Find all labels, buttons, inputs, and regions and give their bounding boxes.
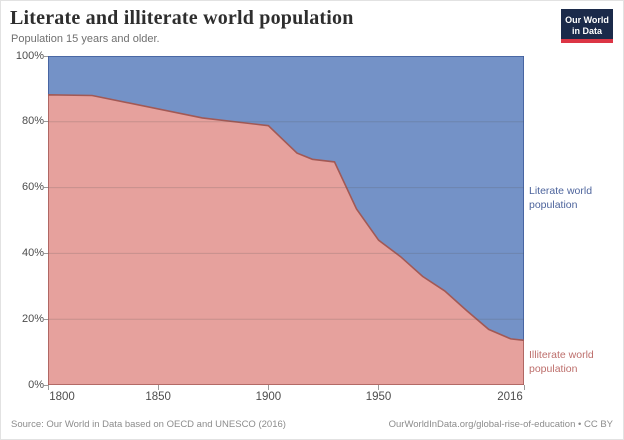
y-axis-label: 60% xyxy=(21,181,44,194)
page-title: Literate and illiterate world population xyxy=(10,7,354,29)
y-axis-tick xyxy=(44,121,48,123)
chart-subtitle: Population 15 years and older. xyxy=(11,33,160,45)
legend-label-literate[interactable]: Literate world population xyxy=(529,185,593,211)
x-axis-label: 1900 xyxy=(255,391,282,403)
x-axis-tick xyxy=(523,385,525,390)
y-axis-tick xyxy=(44,187,48,189)
owid-logo-stripe xyxy=(561,39,613,43)
y-axis-label: 40% xyxy=(21,246,44,259)
x-axis-tick xyxy=(47,385,49,390)
x-axis-label: 1800 xyxy=(49,391,75,403)
y-axis-tick xyxy=(44,318,48,320)
x-axis-label: 2016 xyxy=(497,391,523,403)
legend-label-illiterate[interactable]: Illiterate world population xyxy=(529,349,594,375)
y-axis-label: 80% xyxy=(21,115,44,128)
y-axis-label: 100% xyxy=(15,49,44,62)
y-axis-tick xyxy=(44,55,48,57)
y-axis-tick xyxy=(44,252,48,254)
x-axis-tick xyxy=(157,385,159,390)
y-axis-label: 0% xyxy=(28,378,44,391)
footer-url-link[interactable]: OurWorldInData.org/global-rise-of-educat… xyxy=(388,419,613,430)
footer-source-note: Source: Our World in Data based on OECD … xyxy=(11,419,286,430)
owid-logo-text-line2: in Data xyxy=(571,26,602,36)
x-axis-tick xyxy=(267,385,269,390)
area-chart-plot[interactable] xyxy=(48,56,524,385)
y-axis-tick xyxy=(44,384,48,386)
y-axis-label: 20% xyxy=(21,312,44,325)
owid-logo[interactable]: Our World in Data xyxy=(561,9,613,43)
x-axis-label: 1950 xyxy=(365,391,392,403)
x-axis-label: 1850 xyxy=(145,391,171,403)
gridlines xyxy=(48,121,524,320)
illiterate-area[interactable] xyxy=(48,93,524,385)
x-axis-tick xyxy=(378,385,380,390)
owid-logo-text-line1: Our World xyxy=(565,15,609,26)
